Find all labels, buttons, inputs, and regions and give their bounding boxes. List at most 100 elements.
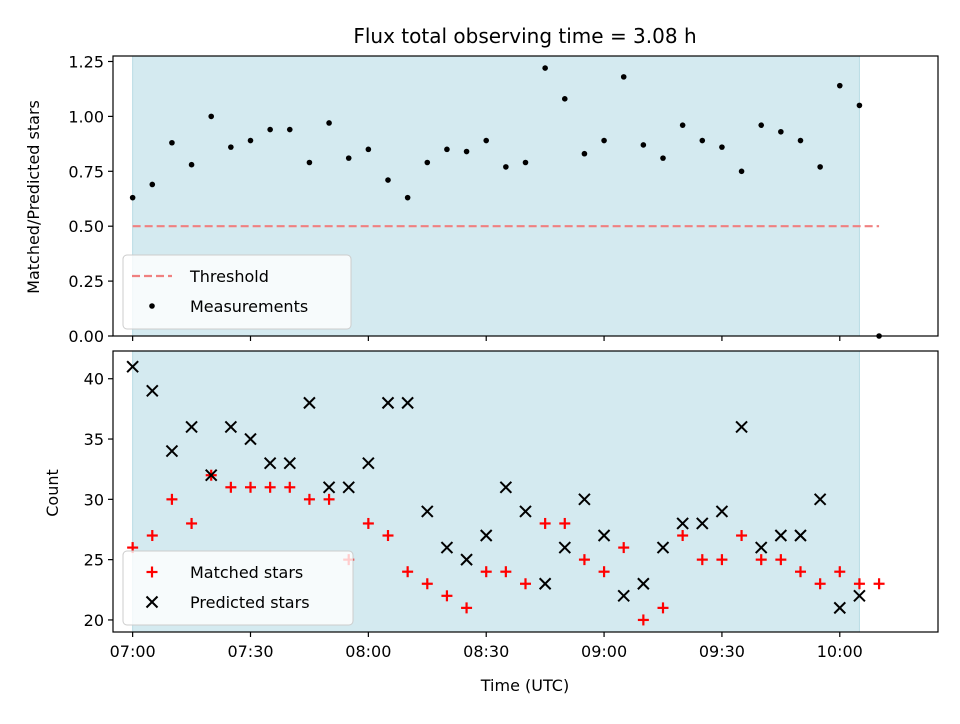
measurement-point — [817, 164, 823, 170]
y-tick-label: 20 — [84, 611, 104, 630]
predicted-star-point — [617, 589, 630, 603]
measurement-point — [679, 122, 686, 128]
matched-star-point — [480, 566, 492, 578]
measurement-point — [542, 65, 548, 71]
legend-box — [122, 550, 354, 626]
predicted-star-point — [224, 420, 238, 434]
matched-star-point — [637, 614, 649, 626]
measurement-point — [286, 126, 293, 133]
measurement-point — [365, 146, 372, 153]
ratio-y-axis-label: Matched/Predicted stars — [24, 100, 43, 294]
predicted-star-point — [126, 360, 139, 373]
measurement-point — [149, 181, 156, 188]
matched-star-point — [814, 578, 826, 590]
measurement-point — [581, 150, 588, 157]
matched-star-point — [225, 481, 237, 493]
predicted-star-point — [381, 396, 395, 410]
predicted-star-point — [715, 505, 729, 518]
measurement-point — [267, 126, 273, 133]
ratio-plot-area: 0.00 0.25 0.50 0.75 1.00 1.25 Threshold Measure… — [68, 52, 939, 346]
matched-star-point — [323, 493, 335, 505]
measurement-point — [404, 194, 411, 201]
plot-frame — [112, 350, 939, 633]
y-tick-label: 1.25 — [68, 52, 104, 71]
measurement-point — [660, 155, 666, 161]
predicted-star-point — [440, 541, 454, 554]
measurement-point — [444, 146, 450, 153]
matched-star-point — [853, 578, 865, 590]
matched-star-point — [578, 554, 590, 566]
measurement-point — [601, 137, 607, 144]
predicted-star-point — [774, 529, 788, 542]
matched-star-point — [657, 602, 669, 614]
predicted-star-point — [185, 420, 198, 434]
measurement-point — [228, 144, 234, 150]
x-tick-label: 07:00 — [110, 642, 156, 661]
measurement-point — [699, 137, 706, 144]
measurement-point — [188, 161, 195, 168]
chart-title: Flux total observing time = 3.08 h — [353, 24, 696, 48]
y-tick-label: 0.00 — [68, 327, 104, 346]
measurement-point — [561, 96, 568, 102]
matched-star-point — [166, 493, 178, 505]
x-axis-label: Time (UTC) — [480, 676, 569, 695]
matched-star-point — [618, 542, 630, 554]
matched-star-point — [461, 602, 473, 614]
legend-predicted-swatch — [145, 595, 159, 609]
predicted-star-point — [342, 481, 355, 494]
matched-star-point — [795, 566, 806, 578]
count-plot-area: 07:00 07:30 08:00 08:30 09:00 09:30 10:00 20 25 3… — [84, 350, 939, 661]
matched-star-point — [755, 554, 767, 566]
predicted-star-point — [853, 589, 866, 603]
matched-star-point — [382, 530, 394, 542]
measurement-point — [326, 120, 332, 126]
predicted-star-point — [205, 469, 218, 482]
matched-star-point — [716, 554, 728, 566]
predicted-star-point — [676, 517, 689, 530]
measurement-point — [247, 137, 254, 144]
legend-label: Predicted stars — [190, 593, 310, 612]
matched-star-point — [441, 590, 453, 602]
matched-star-point — [539, 517, 551, 529]
measurement-point — [836, 82, 843, 89]
matched-star-point — [362, 517, 374, 529]
measurement-point — [522, 159, 529, 166]
ratio-panel: Flux total observing time = 3.08 h 0.00 0… — [24, 24, 939, 346]
matched-star-point — [284, 481, 296, 493]
predicted-star-point — [794, 529, 807, 542]
predicted-star-point — [519, 505, 532, 518]
predicted-star-point — [735, 420, 748, 434]
x-tick-label: 07:30 — [227, 642, 273, 661]
matched-star-point — [146, 530, 158, 542]
matched-star-point — [421, 578, 433, 590]
legend-box — [122, 254, 352, 330]
measurement-point — [856, 102, 863, 109]
legend: Threshold Measurements — [122, 254, 352, 330]
measurement-point — [758, 122, 765, 128]
plot-frame — [112, 55, 939, 337]
x-tick-label: 10:00 — [817, 642, 863, 661]
measurement-point — [503, 164, 509, 170]
predicted-star-point — [244, 432, 257, 446]
measurement-point — [385, 177, 391, 183]
measurement-point — [797, 137, 804, 144]
measurement-point — [620, 74, 627, 80]
matched-star-point — [677, 530, 689, 542]
y-tick-label: 0.25 — [68, 272, 104, 291]
predicted-star-point — [499, 481, 513, 494]
measurement-point — [778, 128, 784, 135]
matched-star-point — [520, 578, 531, 590]
matched-star-point — [245, 481, 256, 493]
predicted-star-point — [637, 577, 650, 590]
measurement-point — [208, 113, 215, 120]
measurement-point — [738, 168, 745, 175]
legend-label: Measurements — [190, 297, 308, 316]
matched-star-point — [834, 566, 846, 578]
count-y-axis-label: Count — [43, 469, 62, 517]
count-panel: 07:00 07:30 08:00 08:30 09:00 09:30 10:00 20 25 3… — [43, 350, 939, 695]
measurement-point — [169, 139, 175, 146]
matched-star-point — [598, 566, 610, 578]
y-tick-label: 0.75 — [68, 162, 104, 181]
predicted-star-point — [401, 396, 414, 410]
predicted-star-point — [558, 541, 571, 554]
